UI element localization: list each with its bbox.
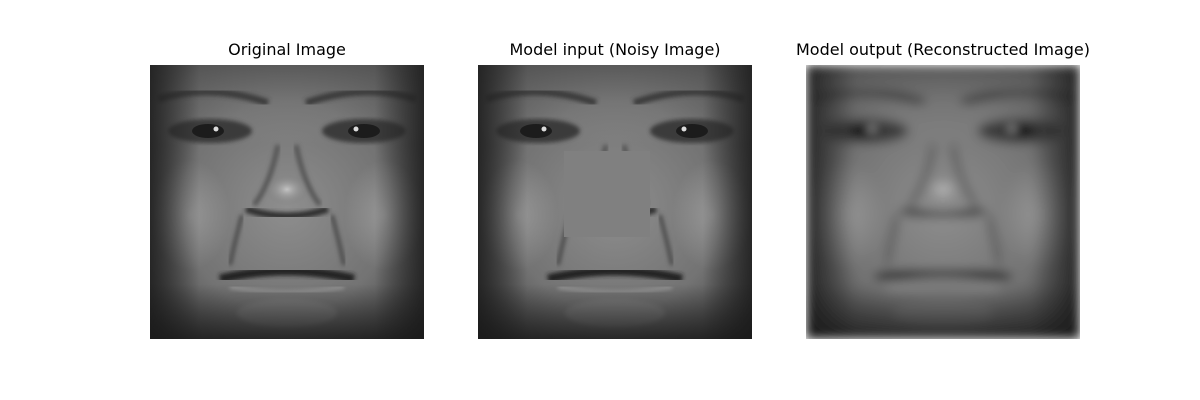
noisy-face-image bbox=[478, 65, 752, 339]
reconstructed-face-image bbox=[806, 65, 1080, 339]
noisy-image-title: Model input (Noisy Image) bbox=[509, 40, 721, 59]
original-face-image bbox=[150, 65, 424, 339]
occlusion-patch bbox=[564, 151, 650, 237]
reconstructed-image-title: Model output (Reconstructed Image) bbox=[795, 40, 1091, 59]
reconstructed-image-panel: Model output (Reconstructed Image) bbox=[796, 0, 1090, 400]
original-image-panel: Original Image bbox=[150, 0, 424, 400]
original-image-title: Original Image bbox=[228, 40, 346, 59]
noisy-image-panel: Model input (Noisy Image) bbox=[478, 0, 752, 400]
